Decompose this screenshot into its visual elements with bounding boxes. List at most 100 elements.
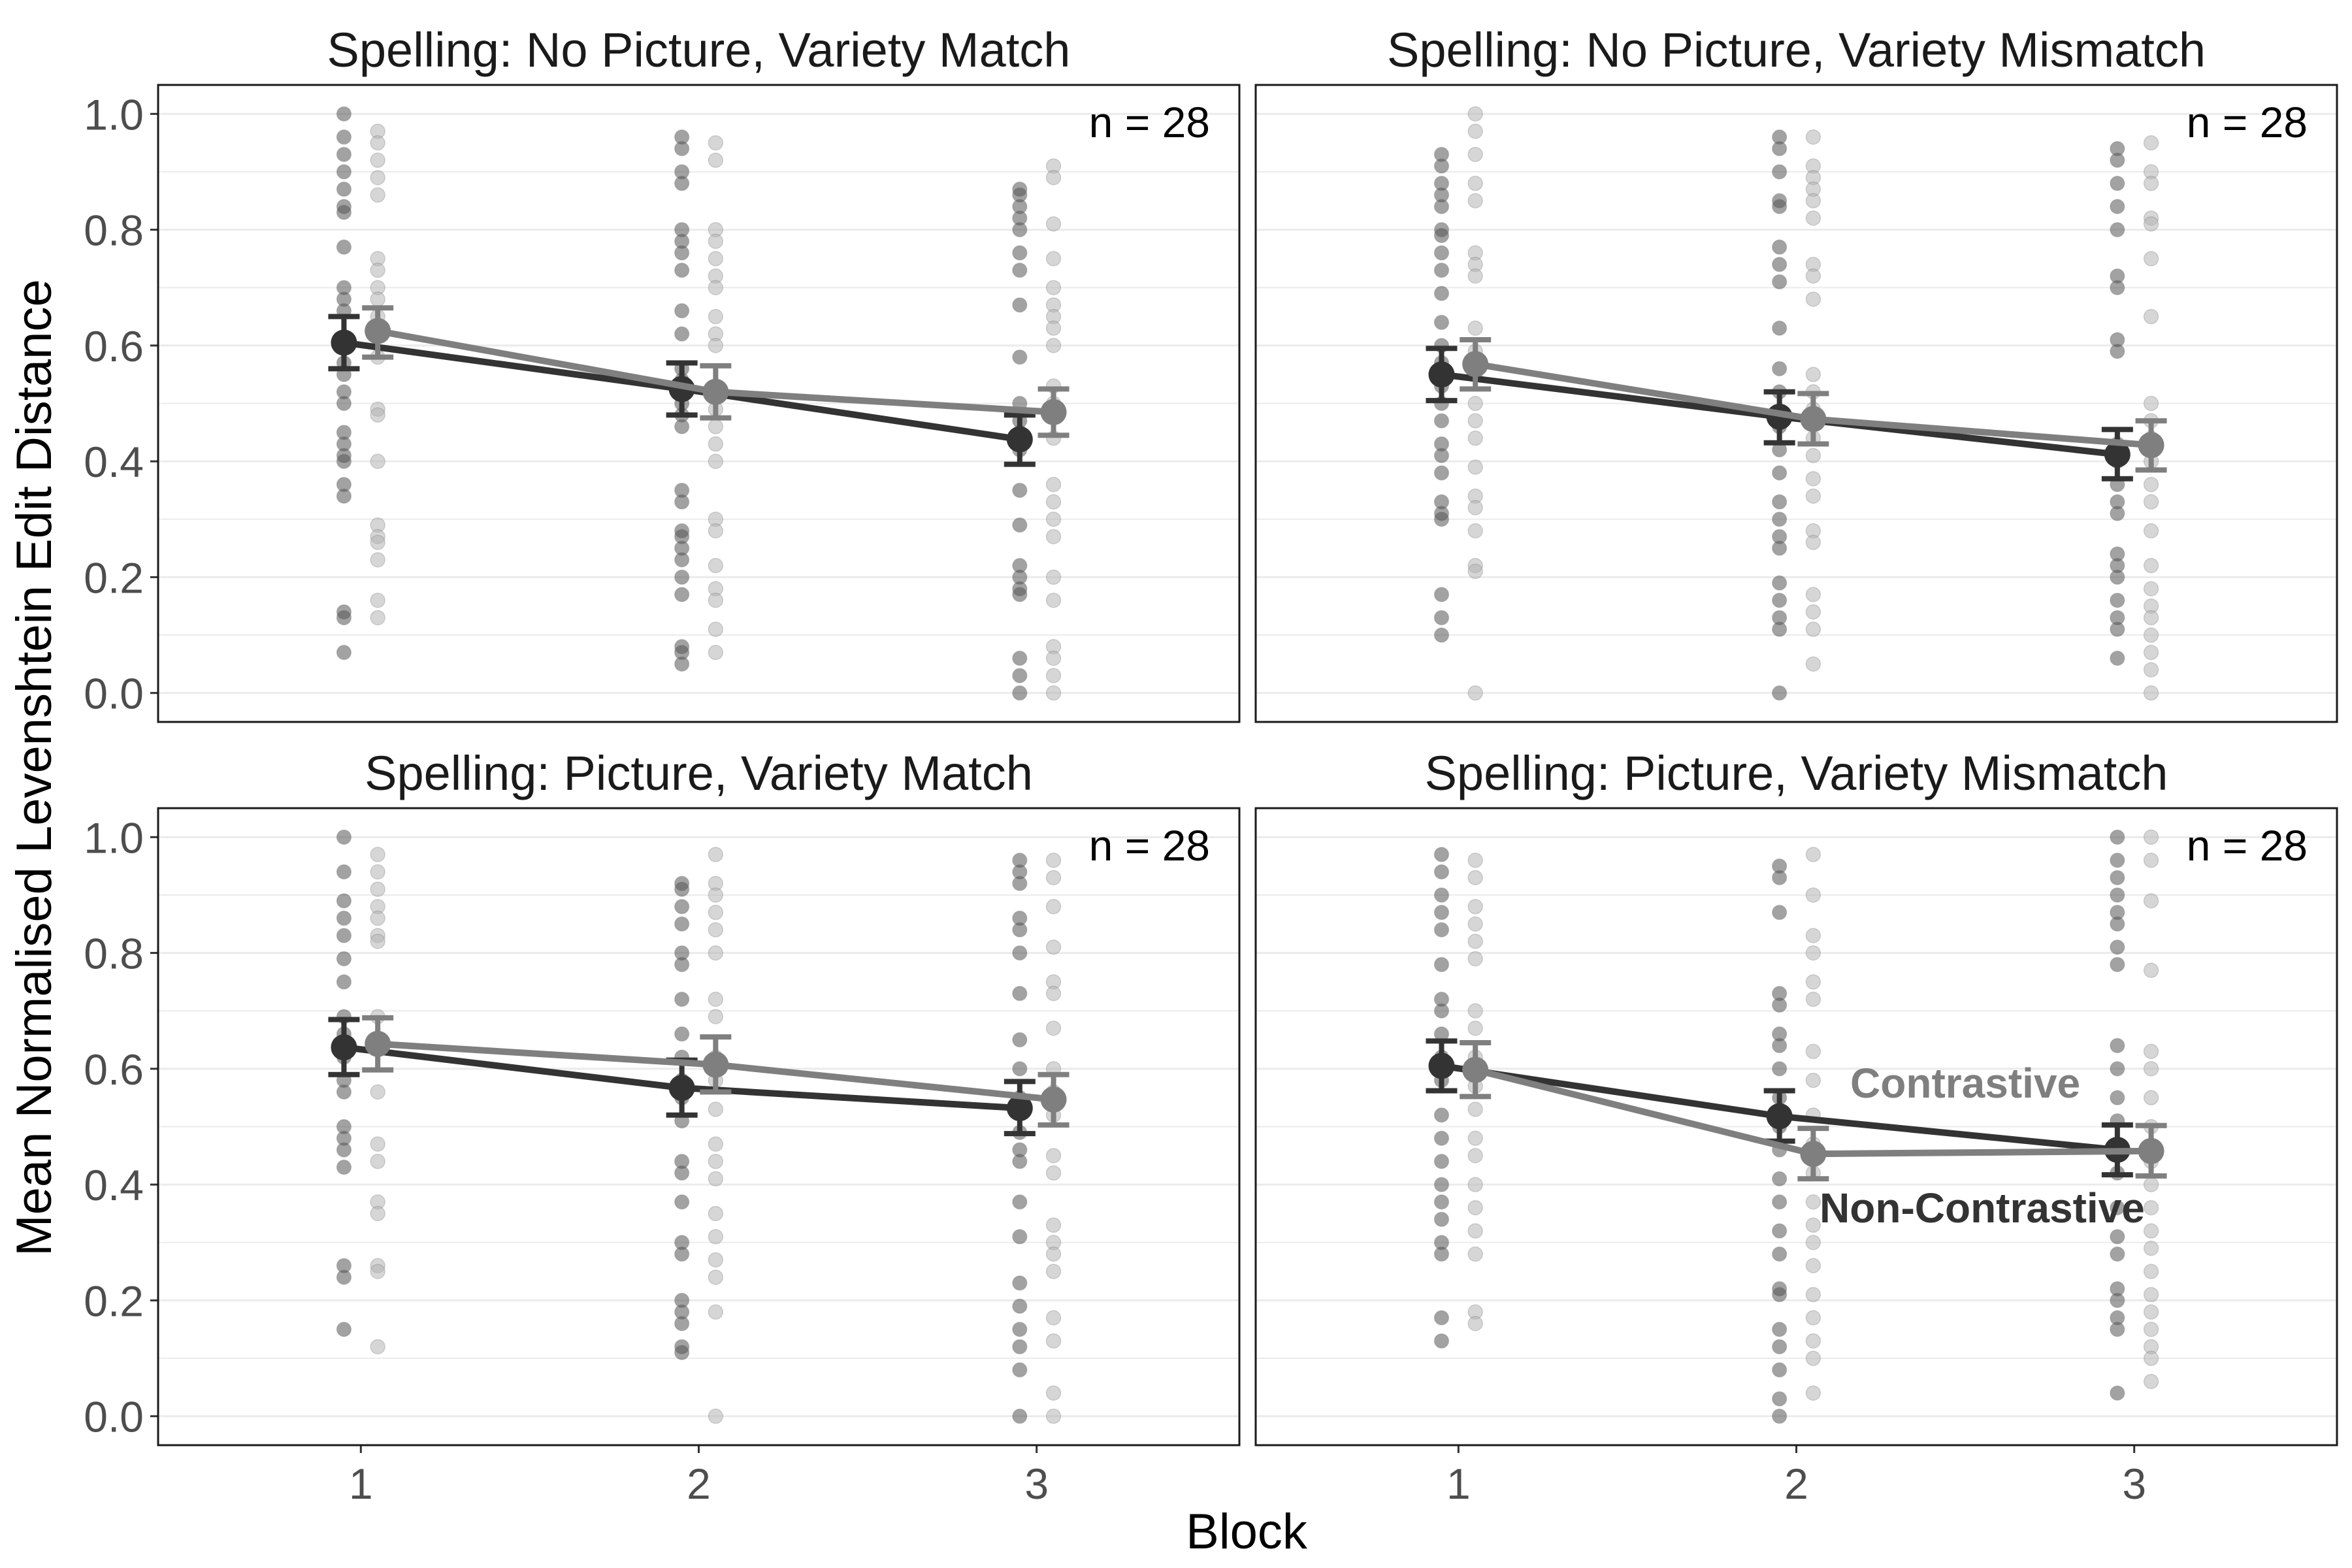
- raw-point: [1433, 448, 1450, 464]
- raw-point: [1012, 1061, 1028, 1077]
- mean-point: [1428, 1053, 1455, 1079]
- raw-point: [708, 644, 724, 661]
- raw-point: [1433, 1246, 1450, 1262]
- sample-size-annotation: n = 28: [2187, 821, 2308, 870]
- sample-size-annotation: n = 28: [2187, 98, 2308, 146]
- raw-point: [708, 991, 724, 1007]
- series-contrastive: [1460, 1039, 2167, 1182]
- raw-point: [2110, 506, 2125, 521]
- raw-point: [1012, 1321, 1028, 1337]
- raw-point: [1805, 291, 1821, 307]
- raw-point: [370, 262, 385, 278]
- raw-point: [370, 152, 385, 168]
- raw-point: [1805, 193, 1821, 209]
- raw-point: [708, 1229, 724, 1245]
- raw-point: [1805, 604, 1821, 620]
- raw-point: [1771, 870, 1788, 886]
- raw-point: [1012, 245, 1028, 261]
- raw-point: [674, 1345, 690, 1360]
- raw-point: [336, 395, 352, 412]
- raw-point: [2110, 1090, 2125, 1105]
- raw-point: [1045, 985, 1062, 1002]
- raw-point: [1805, 210, 1821, 226]
- raw-point: [1012, 1229, 1028, 1245]
- raw-point: [1771, 361, 1788, 377]
- raw-point: [2110, 1037, 2125, 1054]
- raw-point: [674, 245, 690, 261]
- raw-point: [708, 1252, 724, 1268]
- raw-point: [2110, 343, 2125, 359]
- raw-point: [2110, 650, 2125, 666]
- raw-point: [674, 916, 690, 932]
- raw-point: [2143, 251, 2159, 267]
- raw-point: [1433, 1333, 1450, 1349]
- raw-point: [2110, 199, 2125, 214]
- raw-point: [2143, 610, 2159, 626]
- raw-point: [336, 910, 352, 926]
- panel-border: [157, 84, 1241, 723]
- raw-point: [708, 436, 724, 452]
- raw-point: [1805, 1310, 1821, 1326]
- y-tick-label: 0.8: [84, 206, 144, 255]
- panel-1: Spelling: No Picture, Variety Match 0.0 0.…: [84, 23, 1241, 723]
- raw-point: [674, 991, 690, 1007]
- raw-point: [708, 233, 724, 250]
- raw-point: [1805, 621, 1821, 637]
- raw-point: [1012, 985, 1028, 1002]
- raw-point: [708, 338, 724, 353]
- raw-point: [674, 1194, 690, 1210]
- raw-point: [674, 1316, 690, 1331]
- raw-points-contrastive: [1467, 829, 2159, 1401]
- raw-point: [370, 552, 385, 568]
- x-tick-label: 1: [349, 1460, 373, 1508]
- raw-point: [370, 864, 385, 880]
- raw-point: [708, 523, 724, 539]
- raw-point: [1045, 1310, 1062, 1326]
- raw-point: [1433, 245, 1450, 261]
- raw-point: [1467, 175, 1483, 191]
- raw-point: [1012, 650, 1028, 666]
- raw-point: [2110, 593, 2125, 608]
- raw-point: [336, 453, 352, 469]
- panel-title: Spelling: No Picture, Variety Mismatch: [1387, 23, 2206, 77]
- series-contrastive: [1460, 337, 2167, 473]
- raw-point: [2143, 1061, 2159, 1077]
- raw-point: [1805, 534, 1821, 550]
- raw-point: [1805, 887, 1821, 903]
- raw-point: [336, 106, 352, 122]
- raw-point: [2110, 221, 2125, 238]
- raw-point: [1771, 1171, 1788, 1187]
- raw-point: [1045, 476, 1062, 493]
- raw-point: [708, 251, 724, 267]
- raw-point: [1012, 1339, 1028, 1355]
- raw-point: [1433, 904, 1450, 921]
- raw-point: [1771, 621, 1788, 637]
- x-tick-label: 1: [1446, 1460, 1471, 1508]
- raw-point: [1467, 1021, 1483, 1036]
- raw-point: [674, 1165, 690, 1181]
- raw-point: [1771, 1339, 1788, 1355]
- raw-point: [708, 152, 724, 168]
- raw-point: [1805, 991, 1821, 1007]
- raw-point: [1805, 1258, 1821, 1273]
- raw-point: [336, 1321, 352, 1337]
- raw-point: [370, 1205, 385, 1222]
- raw-point: [370, 187, 385, 203]
- raw-point: [1771, 257, 1788, 272]
- raw-point: [1467, 898, 1483, 915]
- raw-point: [1012, 1408, 1028, 1424]
- raw-point: [1771, 593, 1788, 608]
- raw-point: [1467, 193, 1483, 209]
- raw-point: [370, 534, 385, 550]
- raw-point: [2143, 216, 2159, 232]
- raw-point: [1012, 517, 1028, 533]
- raw-point: [1012, 1275, 1028, 1291]
- raw-point: [674, 898, 690, 915]
- raw-point: [708, 593, 724, 608]
- raw-point: [1467, 1148, 1483, 1164]
- raw-point: [674, 302, 690, 319]
- raw-point: [1467, 1223, 1483, 1239]
- raw-point: [370, 847, 385, 862]
- mean-point: [1040, 1086, 1067, 1113]
- raw-point: [1433, 465, 1450, 481]
